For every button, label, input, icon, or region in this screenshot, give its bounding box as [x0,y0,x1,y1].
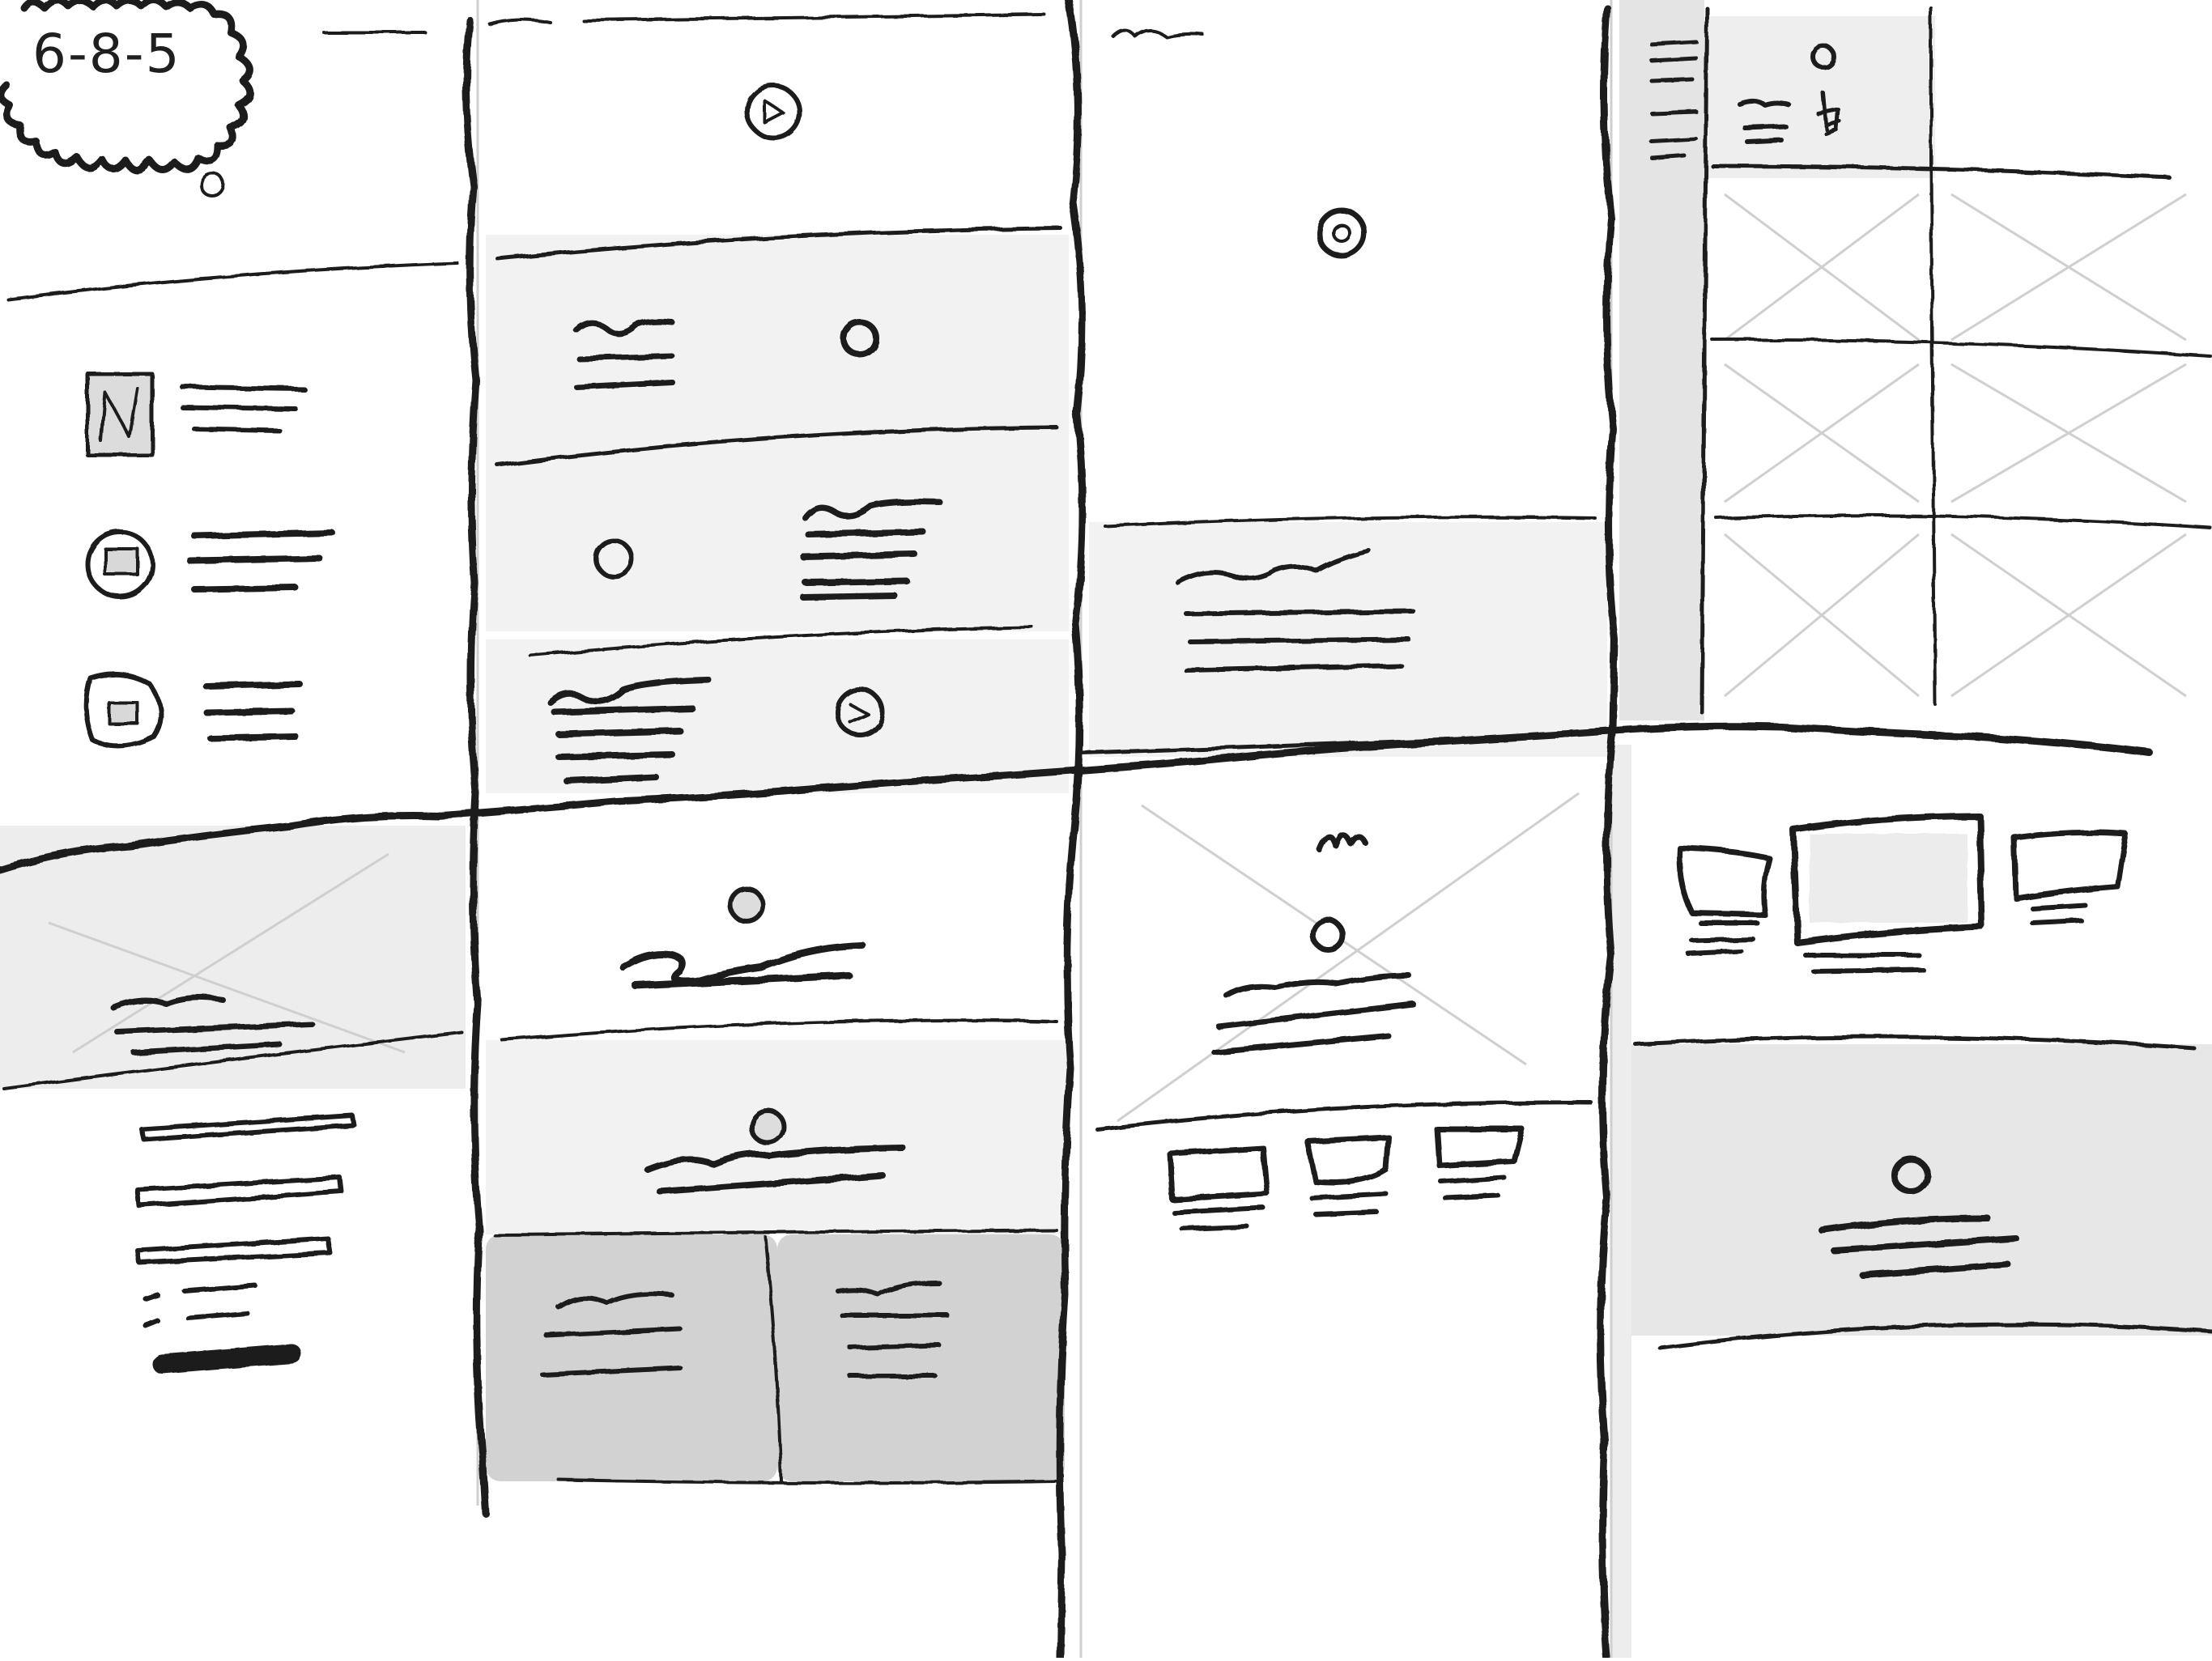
badge-label: 6-8-5 [32,23,181,85]
panel-6-divider-1 [500,1018,1058,1042]
divider-v2 [1056,0,1087,1661]
panel-2-band-3 [486,639,1069,793]
panel-7 [1095,832,1593,1231]
panel-2-divider-2 [496,425,1059,468]
panel-2-row-1-icon [840,319,879,358]
panel-2-divider-1 [496,226,1063,261]
panel-4-header-text [1737,98,1792,144]
panel-5-hero-divider [2,1030,463,1090]
panel-5-checkbox-2 [143,1311,249,1328]
panel-8-band-text [1819,1215,2019,1278]
panel-1 [6,31,459,749]
panel-6-divider-2 [492,1229,1058,1236]
panel-5-field-1 [139,1113,356,1142]
panel-8-device-left [1677,845,1772,918]
panel-6-card-divider [764,1235,783,1483]
panel-5-hero-text [110,994,315,1056]
panel-2-row-3-icon [835,687,885,737]
panel-7-card-3 [1434,1126,1525,1169]
panel-8-band-icon [1891,1156,1930,1195]
panel-4-cursor-icon [1815,91,1842,136]
panel-2-row-2-text [800,498,942,601]
panel-7-card-3-text [1439,1175,1507,1200]
divider-v1 [462,16,490,1518]
panel-1-item-1-text [180,384,306,433]
badge-starburst [0,0,254,174]
panel-6-mid-icon [749,1108,786,1145]
panel-1-item-2-text [187,529,335,593]
panel-8-left-strip [1611,745,1631,1658]
panel-8-device-left-text [1686,920,1759,956]
panel-5-submit-button [152,1344,301,1374]
panel-6-mid-text [644,1145,906,1195]
panel-7-card-2-text [1309,1192,1389,1217]
panel-4-sidebar [1619,0,1704,720]
divider-horizontal [0,722,2154,874]
panel-2-divider-3 [529,626,1034,657]
panel-6-card-left-text [540,1291,683,1377]
panel-4-sidebar-line [1699,6,1709,715]
panel-7-hero-text [1211,972,1416,1056]
panel-3 [1078,28,1614,755]
panel-2-band-2 [486,441,1069,631]
panel-6 [492,886,1058,1485]
panel-7-divider [1095,1100,1593,1132]
panel-3-hero-icon [1316,207,1368,259]
panel-2-row-3-text [547,677,712,784]
panel-7-hero-icon [1310,917,1346,953]
panel-2 [488,13,1063,784]
panel-6-hero-icon [728,886,765,924]
panel-2-hero-icon [745,83,802,140]
panel-6-card-right-text [836,1281,950,1379]
panel-3-divider [1104,515,1597,528]
panel-8-device-center-text [1803,953,1925,974]
panel-6-card-left-fill [486,1234,777,1481]
panel-8 [1633,813,2212,1350]
panel-4-header-icon [1810,44,1836,70]
panel-7-card-1 [1167,1145,1270,1203]
panel-6-card-right-fill [777,1234,1065,1481]
panel-6-hero-text [619,941,866,990]
panel-8-bottom-line [1657,1322,2212,1350]
panel-5-checkbox-1 [143,1283,257,1302]
panel-4-sidebar-text [1649,40,1699,160]
panel-1-item-1-image [85,372,155,457]
panel-5-field-2 [135,1175,344,1209]
panel-7-card-1-text [1172,1205,1266,1231]
panel-7-card-2 [1304,1134,1392,1186]
panel-4-grid-line-h2 [1711,338,2212,358]
light-lines [48,0,2187,1658]
badge-small-circle [199,172,225,198]
panel-2-row-1-text [573,318,675,390]
panel-8-device-right-text [2030,903,2087,925]
panel-2-band-1 [486,235,1069,465]
panel-8-divider [1633,1034,2197,1051]
panel-8-device-right [2011,829,2129,902]
panel-1-item-3-text [203,681,303,741]
panel-2-row-2-icon [593,538,634,579]
panel-4-grid-line-h1 [1710,164,2172,181]
panel-5 [2,994,463,1374]
panel-6-bottom-line [557,1478,1058,1485]
panel-3-text-block [1176,548,1415,673]
panel-4-grid-line-h3 [1715,513,2212,529]
panel-5-field-3 [135,1236,333,1265]
panel-7-logo [1317,832,1368,853]
panel-1-divider [6,261,459,301]
divider-v3 [1597,4,1619,1661]
panel-4 [1649,6,2212,715]
